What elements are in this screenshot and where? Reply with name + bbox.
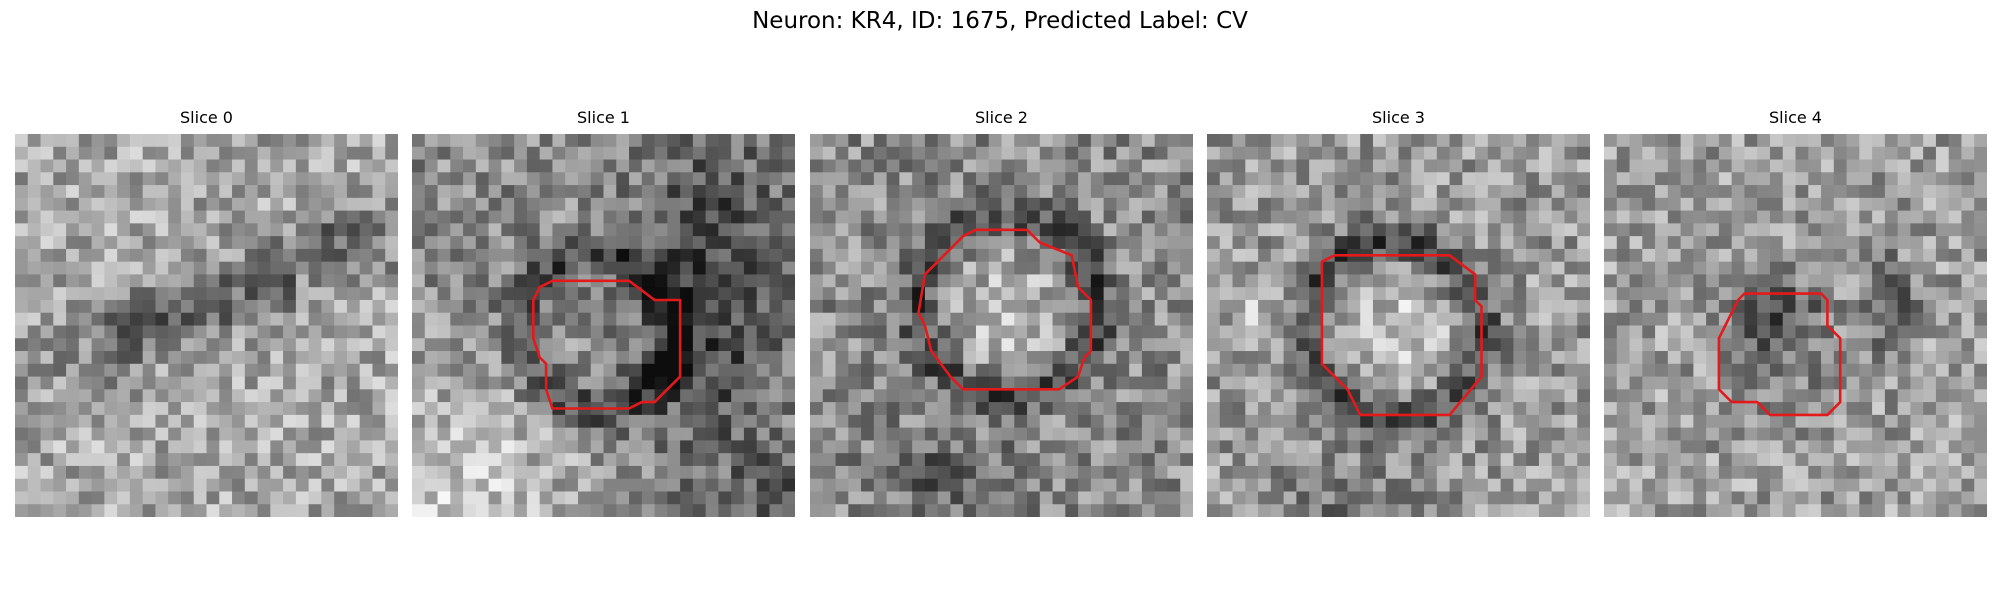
slice-title-4: Slice 4 [1769, 108, 1822, 127]
contour-outline-1 [532, 279, 682, 410]
slice-panel-4: Slice 4 [1604, 108, 1987, 517]
slice-image-3 [1207, 134, 1590, 517]
slice-image-1 [412, 134, 795, 517]
contour-outline-2 [917, 228, 1093, 391]
contour-outline-3 [1320, 254, 1483, 417]
slice-image-4 [1604, 134, 1987, 517]
slice-title-3: Slice 3 [1372, 108, 1425, 127]
slice-image-2 [810, 134, 1193, 517]
slice-image-0 [15, 134, 398, 517]
slice-title-1: Slice 1 [577, 108, 630, 127]
slice-title-0: Slice 0 [180, 108, 233, 127]
slice-panel-0: Slice 0 [15, 108, 398, 517]
contour-outline-4 [1717, 292, 1842, 417]
slice-panel-2: Slice 2 [810, 108, 1193, 517]
slice-title-2: Slice 2 [975, 108, 1028, 127]
slice-panel-1: Slice 1 [412, 108, 795, 517]
figure-title: Neuron: KR4, ID: 1675, Predicted Label: … [752, 8, 1248, 34]
slice-panel-3: Slice 3 [1207, 108, 1590, 517]
